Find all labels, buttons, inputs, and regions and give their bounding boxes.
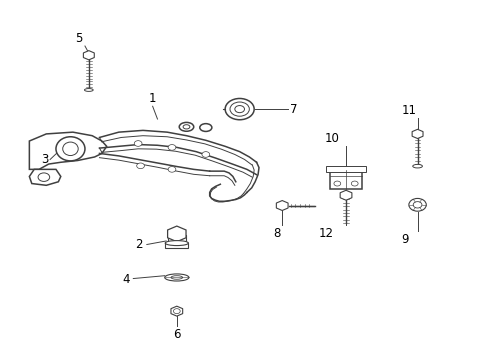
Polygon shape <box>29 169 61 185</box>
Text: 10: 10 <box>325 131 339 145</box>
Text: 6: 6 <box>173 328 180 341</box>
FancyBboxPatch shape <box>168 235 185 244</box>
Circle shape <box>350 181 357 186</box>
Circle shape <box>224 99 254 120</box>
Text: 9: 9 <box>401 233 408 246</box>
Ellipse shape <box>56 137 85 161</box>
Ellipse shape <box>164 274 188 281</box>
Ellipse shape <box>179 122 193 131</box>
Polygon shape <box>29 132 106 169</box>
Ellipse shape <box>171 276 182 279</box>
Ellipse shape <box>62 142 78 156</box>
Text: 4: 4 <box>122 274 129 287</box>
Circle shape <box>234 105 244 113</box>
Polygon shape <box>167 226 185 242</box>
Circle shape <box>202 152 209 157</box>
Circle shape <box>173 309 180 314</box>
Text: 7: 7 <box>290 103 297 116</box>
Polygon shape <box>276 201 287 211</box>
Circle shape <box>168 167 176 172</box>
Ellipse shape <box>200 123 211 131</box>
Circle shape <box>412 202 421 208</box>
FancyBboxPatch shape <box>329 170 361 189</box>
Polygon shape <box>83 51 94 60</box>
Text: 8: 8 <box>273 227 281 240</box>
Circle shape <box>134 141 142 146</box>
FancyBboxPatch shape <box>165 243 188 248</box>
Circle shape <box>168 145 176 150</box>
Ellipse shape <box>165 240 188 246</box>
Ellipse shape <box>412 165 422 168</box>
Polygon shape <box>340 190 351 200</box>
FancyBboxPatch shape <box>326 166 365 172</box>
Circle shape <box>229 102 249 116</box>
Text: 2: 2 <box>135 238 142 251</box>
Circle shape <box>408 198 426 211</box>
Ellipse shape <box>183 125 189 129</box>
Ellipse shape <box>84 89 93 91</box>
Circle shape <box>137 163 144 168</box>
Text: 5: 5 <box>75 32 82 45</box>
Text: 12: 12 <box>318 227 332 240</box>
Polygon shape <box>171 306 183 316</box>
Polygon shape <box>411 129 422 139</box>
Text: 11: 11 <box>401 104 415 117</box>
Text: 1: 1 <box>148 92 156 105</box>
Text: 3: 3 <box>41 153 49 166</box>
Circle shape <box>333 181 340 186</box>
Circle shape <box>38 173 50 181</box>
